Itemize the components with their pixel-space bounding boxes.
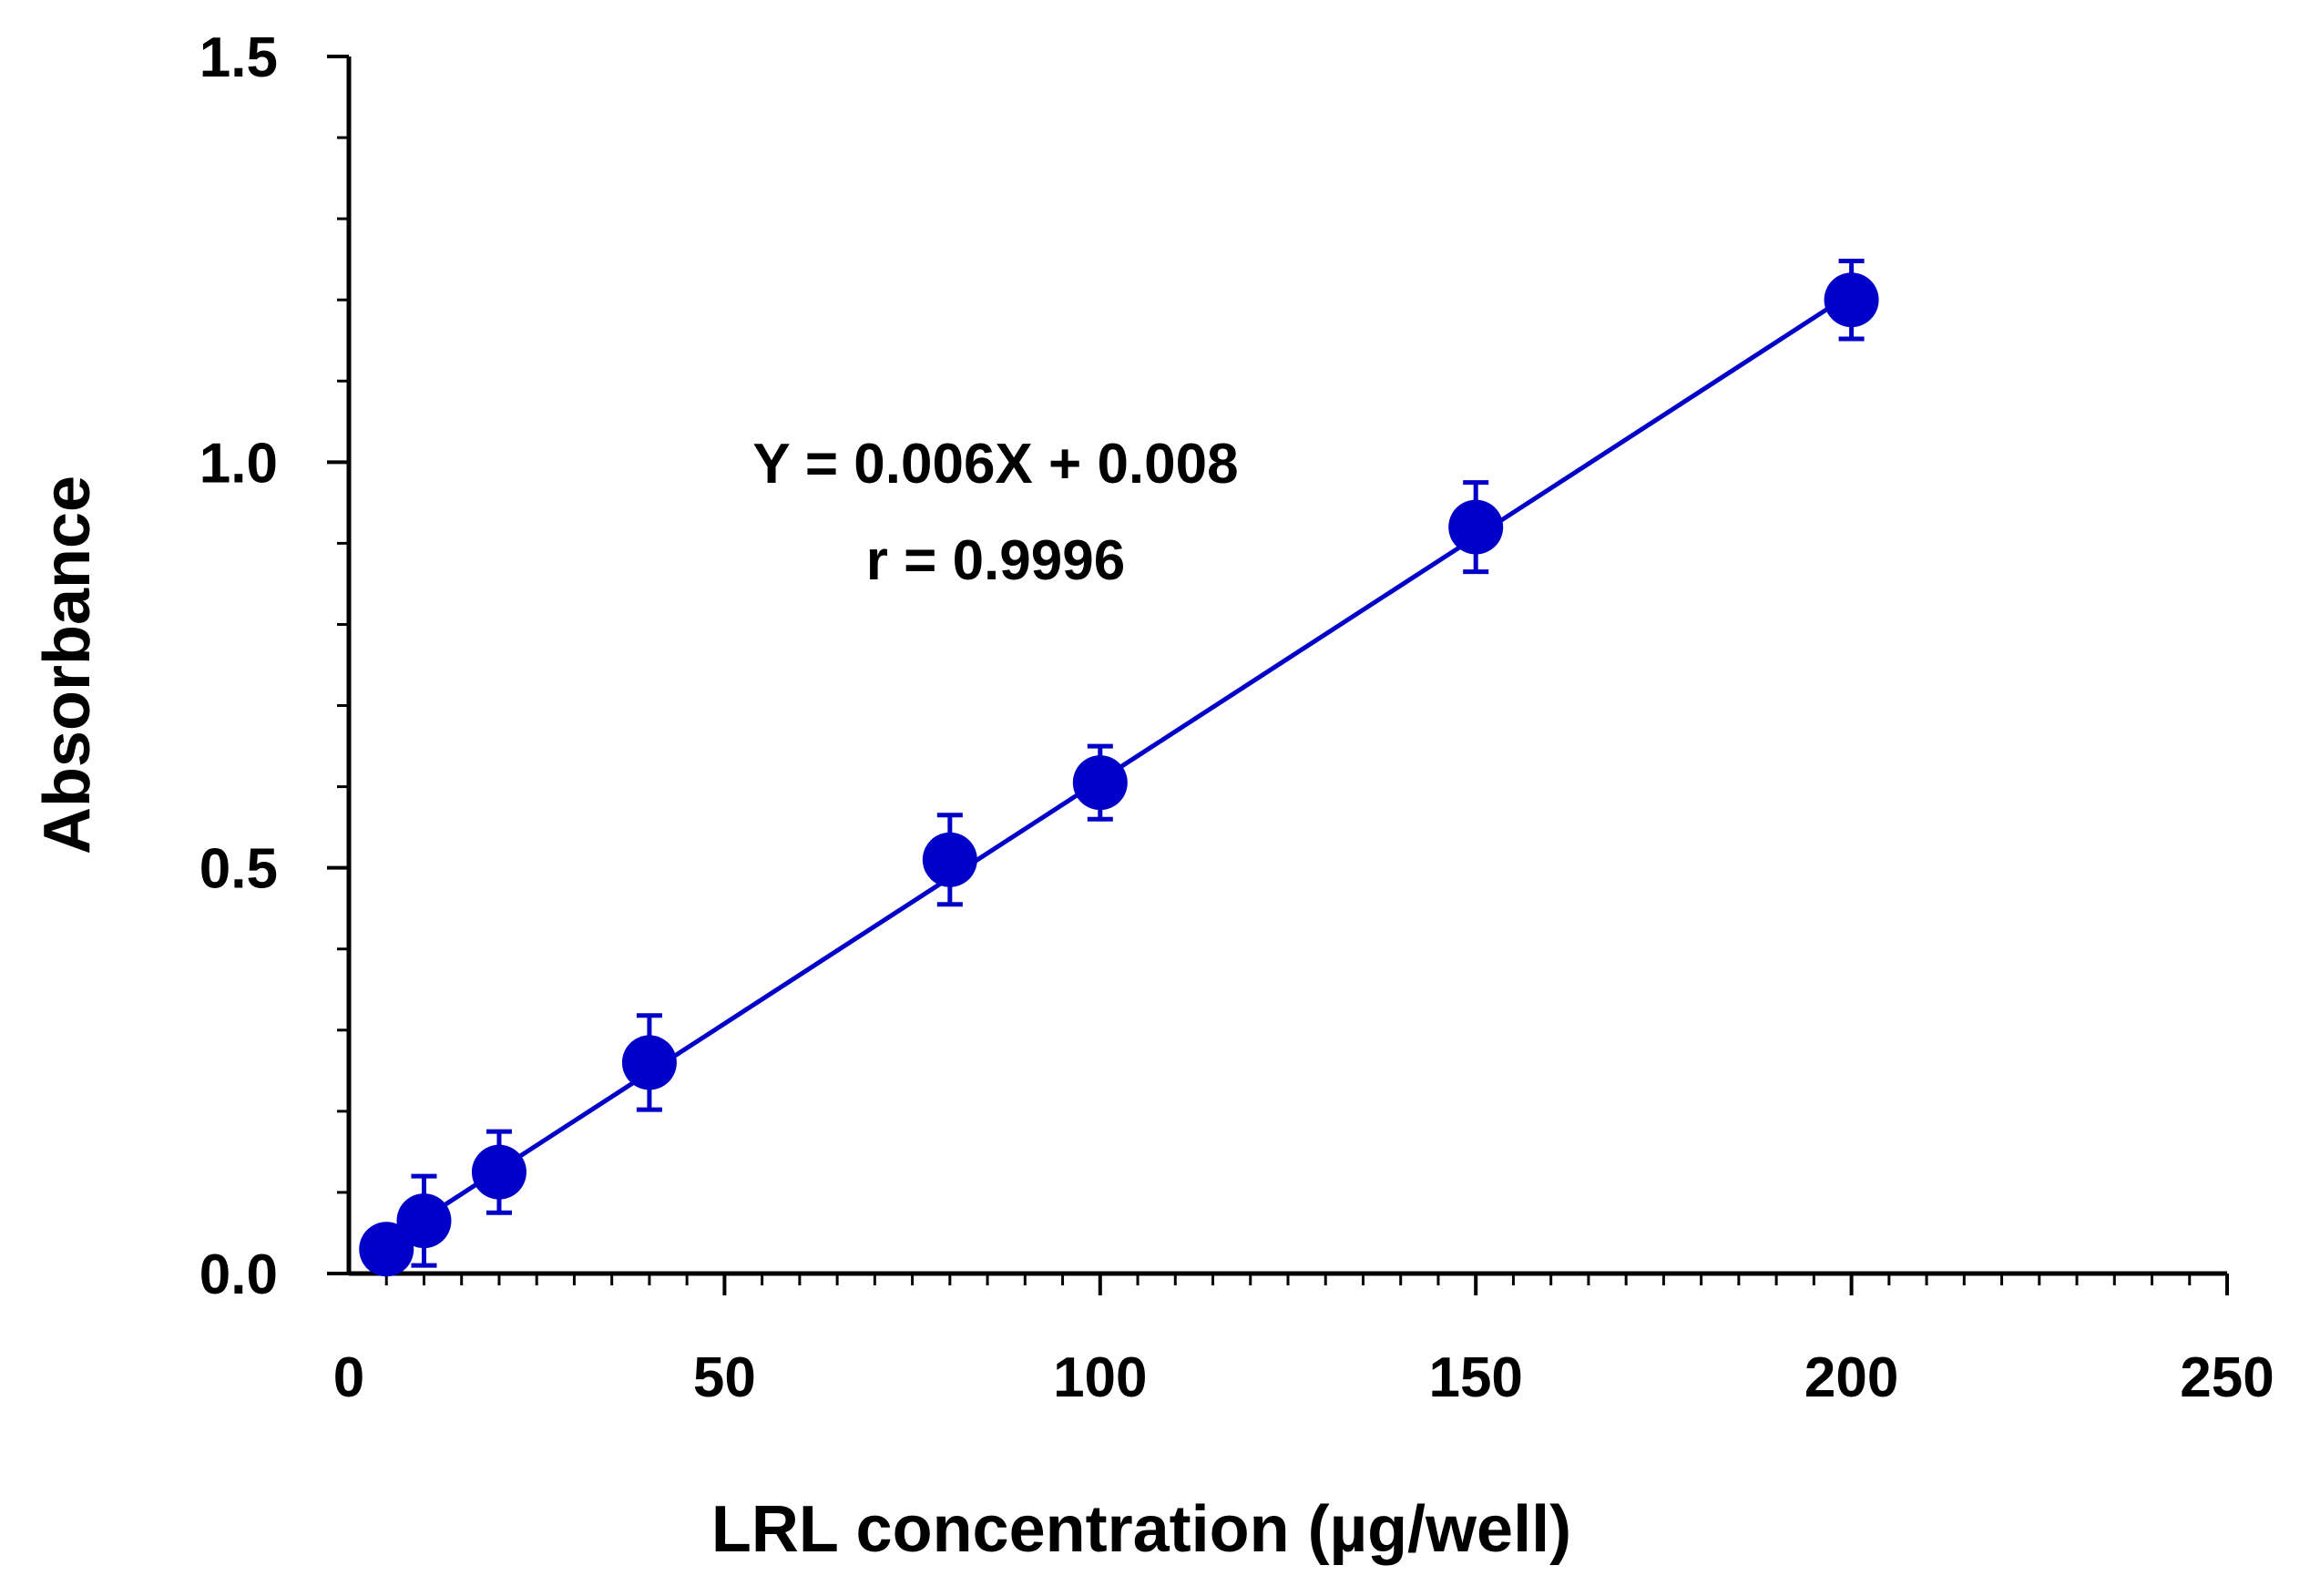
data-point xyxy=(621,1035,677,1090)
x-tick-label: 100 xyxy=(1053,1346,1147,1409)
x-tick-label: 200 xyxy=(1804,1346,1898,1409)
data-point xyxy=(396,1193,452,1249)
data-point xyxy=(922,832,977,887)
y-axis-title: Absorbance xyxy=(31,476,104,854)
data-point-group xyxy=(621,1013,677,1112)
data-point xyxy=(1824,272,1879,328)
tick-labels: 0 50 100 150 200 250 0.0 0.5 1.0 1.5 xyxy=(199,26,2274,1409)
y-tick-label: 0.0 xyxy=(199,1243,278,1306)
correlation-annotation: r = 0.9996 xyxy=(866,529,1125,592)
x-tick-label: 50 xyxy=(693,1346,756,1409)
y-tick-label: 1.5 xyxy=(199,26,278,89)
data-point-group xyxy=(1072,743,1128,822)
axes xyxy=(346,56,2227,1276)
equation-annotation: Y = 0.006X + 0.008 xyxy=(752,433,1238,496)
x-tick-label: 0 xyxy=(333,1346,364,1409)
data-point xyxy=(359,1222,414,1277)
data-point xyxy=(1072,755,1128,811)
axis-ticks xyxy=(327,55,2229,1295)
data-point-group xyxy=(1448,480,1504,575)
x-axis-title: LRL concentration (µg/well) xyxy=(711,1493,1571,1566)
x-tick-label: 250 xyxy=(2180,1346,2274,1409)
data-points xyxy=(359,258,1879,1277)
data-point-group xyxy=(1824,258,1879,342)
data-point-group xyxy=(922,813,977,907)
data-point-group xyxy=(396,1173,452,1268)
y-tick-label: 0.5 xyxy=(199,838,278,901)
data-point-group xyxy=(359,1222,414,1277)
data-point-group xyxy=(471,1129,526,1215)
data-point xyxy=(1448,499,1504,555)
data-point xyxy=(471,1144,526,1200)
x-tick-label: 150 xyxy=(1428,1346,1522,1409)
y-tick-label: 1.0 xyxy=(199,432,278,495)
